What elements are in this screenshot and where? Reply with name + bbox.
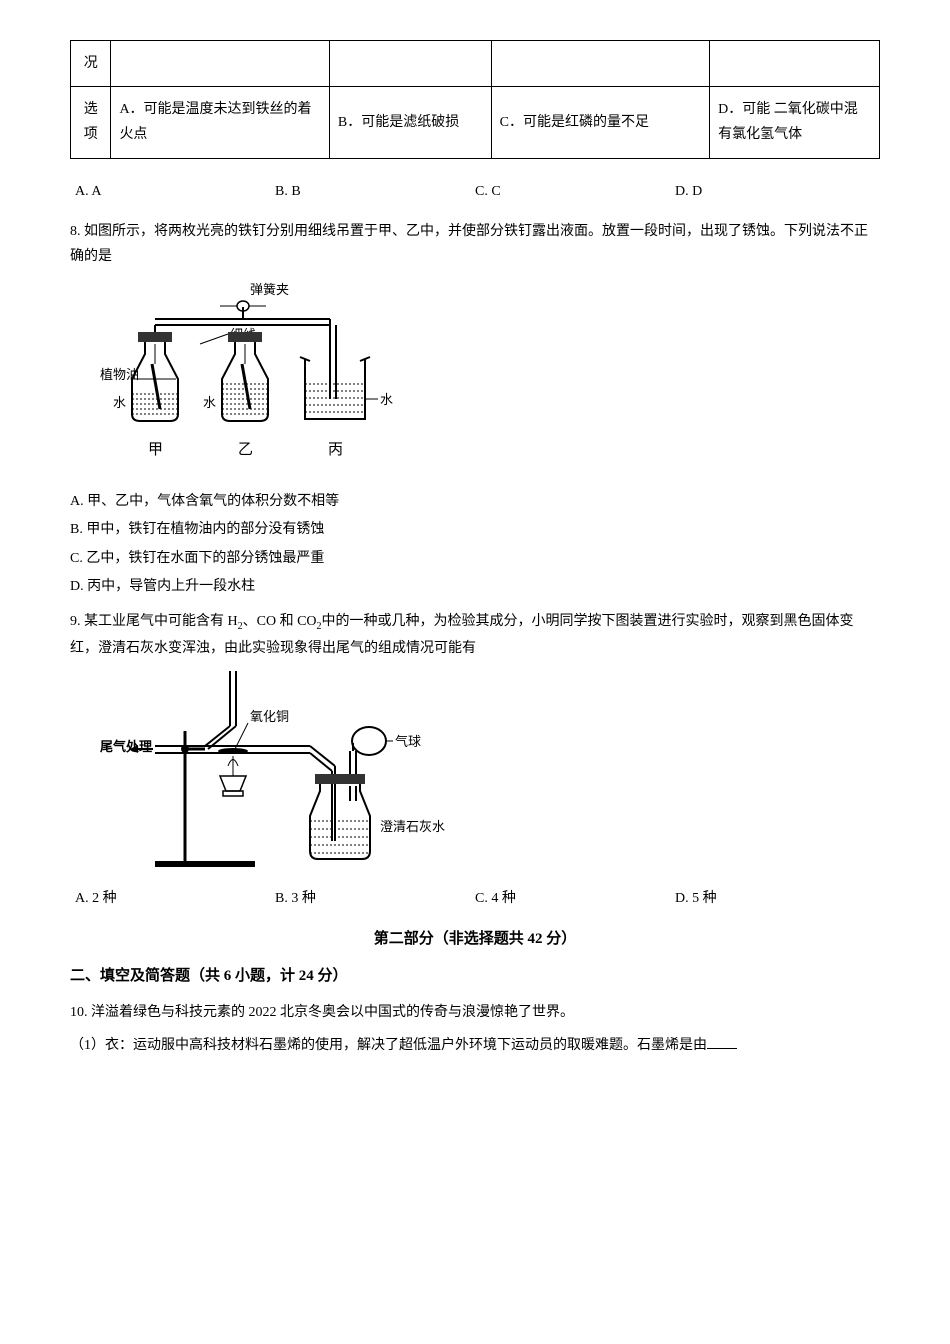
q9-text-mid1: 、CO 和 CO (243, 614, 317, 629)
cell-r2c4: C．可能是红磷的量不足 (491, 87, 709, 158)
q7-options: A. A B. B C. C D. D (70, 179, 880, 204)
cell-r2c5: D．可能 二氧化碳中混有氯化氢气体 (710, 87, 880, 158)
gas-test-diagram-icon: 氧化铜 尾气处理 (100, 671, 500, 871)
cell-r2c1: 选项 (71, 87, 111, 158)
q10-sub1-text: （1）衣：运动服中高科技材料石墨烯的使用，解决了超低温户外环境下运动员的取暖难题… (70, 1038, 707, 1053)
q8-optC: C. 乙中，铁钉在水面下的部分锈蚀最严重 (70, 546, 880, 571)
svg-text:甲: 甲 (148, 442, 163, 458)
q9-optC: C. 4 种 (475, 886, 675, 911)
q8-diagram: 弹簧夹 细线 植物油 水 (100, 279, 880, 479)
svg-text:植物油: 植物油 (100, 367, 139, 382)
q9-optD: D. 5 种 (675, 886, 875, 911)
q9-text-prefix: 9. 某工业尾气中可能含有 H (70, 614, 238, 629)
q9-optA: A. 2 种 (75, 886, 275, 911)
option-d: D. D (675, 179, 875, 204)
q9-diagram: 氧化铜 尾气处理 (100, 671, 880, 871)
cell-r1c4 (491, 41, 709, 87)
question-10: 10. 洋溢着绿色与科技元素的 2022 北京冬奥会以中国式的传奇与浪漫惊艳了世… (70, 1000, 880, 1058)
blank-line (707, 1035, 737, 1049)
svg-text:水: 水 (380, 392, 393, 407)
q9-options: A. 2 种 B. 3 种 C. 4 种 D. 5 种 (70, 886, 880, 911)
question-8: 8. 如图所示，将两枚光亮的铁钉分别用细线吊置于甲、乙中，并使部分铁钉露出液面。… (70, 219, 880, 599)
cell-r2c3: B．可能是滤纸破损 (329, 87, 491, 158)
cell-r1c5 (710, 41, 880, 87)
cell-r1c2 (111, 41, 329, 87)
svg-text:澄清石灰水: 澄清石灰水 (380, 819, 445, 834)
svg-text:气球: 气球 (395, 734, 421, 749)
svg-text:尾气处理: 尾气处理 (100, 739, 152, 754)
svg-text:乙: 乙 (238, 442, 253, 458)
options-table: 况 选项 A．可能是温度未达到铁丝的着火点 B．可能是滤纸破损 C．可能是红磷的… (70, 40, 880, 159)
svg-text:水: 水 (113, 395, 126, 410)
table-row: 选项 A．可能是温度未达到铁丝的着火点 B．可能是滤纸破损 C．可能是红磷的量不… (71, 87, 880, 158)
svg-text:水: 水 (203, 395, 216, 410)
q8-optD: D. 丙中，导管内上升一段水柱 (70, 574, 880, 599)
q9-text: 9. 某工业尾气中可能含有 H2、CO 和 CO2中的一种或几种，为检验其成分，… (70, 609, 880, 661)
option-a: A. A (75, 179, 275, 204)
question-9: 9. 某工业尾气中可能含有 H2、CO 和 CO2中的一种或几种，为检验其成分，… (70, 609, 880, 911)
section2-title: 第二部分（非选择题共 42 分） (70, 926, 880, 953)
q10-text: 10. 洋溢着绿色与科技元素的 2022 北京冬奥会以中国式的传奇与浪漫惊艳了世… (70, 1000, 880, 1025)
svg-text:氧化铜: 氧化铜 (250, 709, 289, 724)
option-c: C. C (475, 179, 675, 204)
option-b: B. B (275, 179, 475, 204)
rust-diagram-icon: 弹簧夹 细线 植物油 水 (100, 279, 430, 479)
q9-optB: B. 3 种 (275, 886, 475, 911)
q8-optB: B. 甲中，铁钉在植物油内的部分没有锈蚀 (70, 517, 880, 542)
q10-sub1: （1）衣：运动服中高科技材料石墨烯的使用，解决了超低温户外环境下运动员的取暖难题… (70, 1033, 880, 1058)
subsection2-title: 二、填空及简答题（共 6 小题，计 24 分） (70, 963, 880, 990)
q8-text: 8. 如图所示，将两枚光亮的铁钉分别用细线吊置于甲、乙中，并使部分铁钉露出液面。… (70, 219, 880, 269)
q8-optA: A. 甲、乙中，气体含氧气的体积分数不相等 (70, 489, 880, 514)
cell-r1c1: 况 (71, 41, 111, 87)
table-row: 况 (71, 41, 880, 87)
cell-r2c2: A．可能是温度未达到铁丝的着火点 (111, 87, 329, 158)
cell-r1c3 (329, 41, 491, 87)
svg-text:丙: 丙 (328, 442, 343, 458)
svg-text:弹簧夹: 弹簧夹 (250, 282, 289, 297)
